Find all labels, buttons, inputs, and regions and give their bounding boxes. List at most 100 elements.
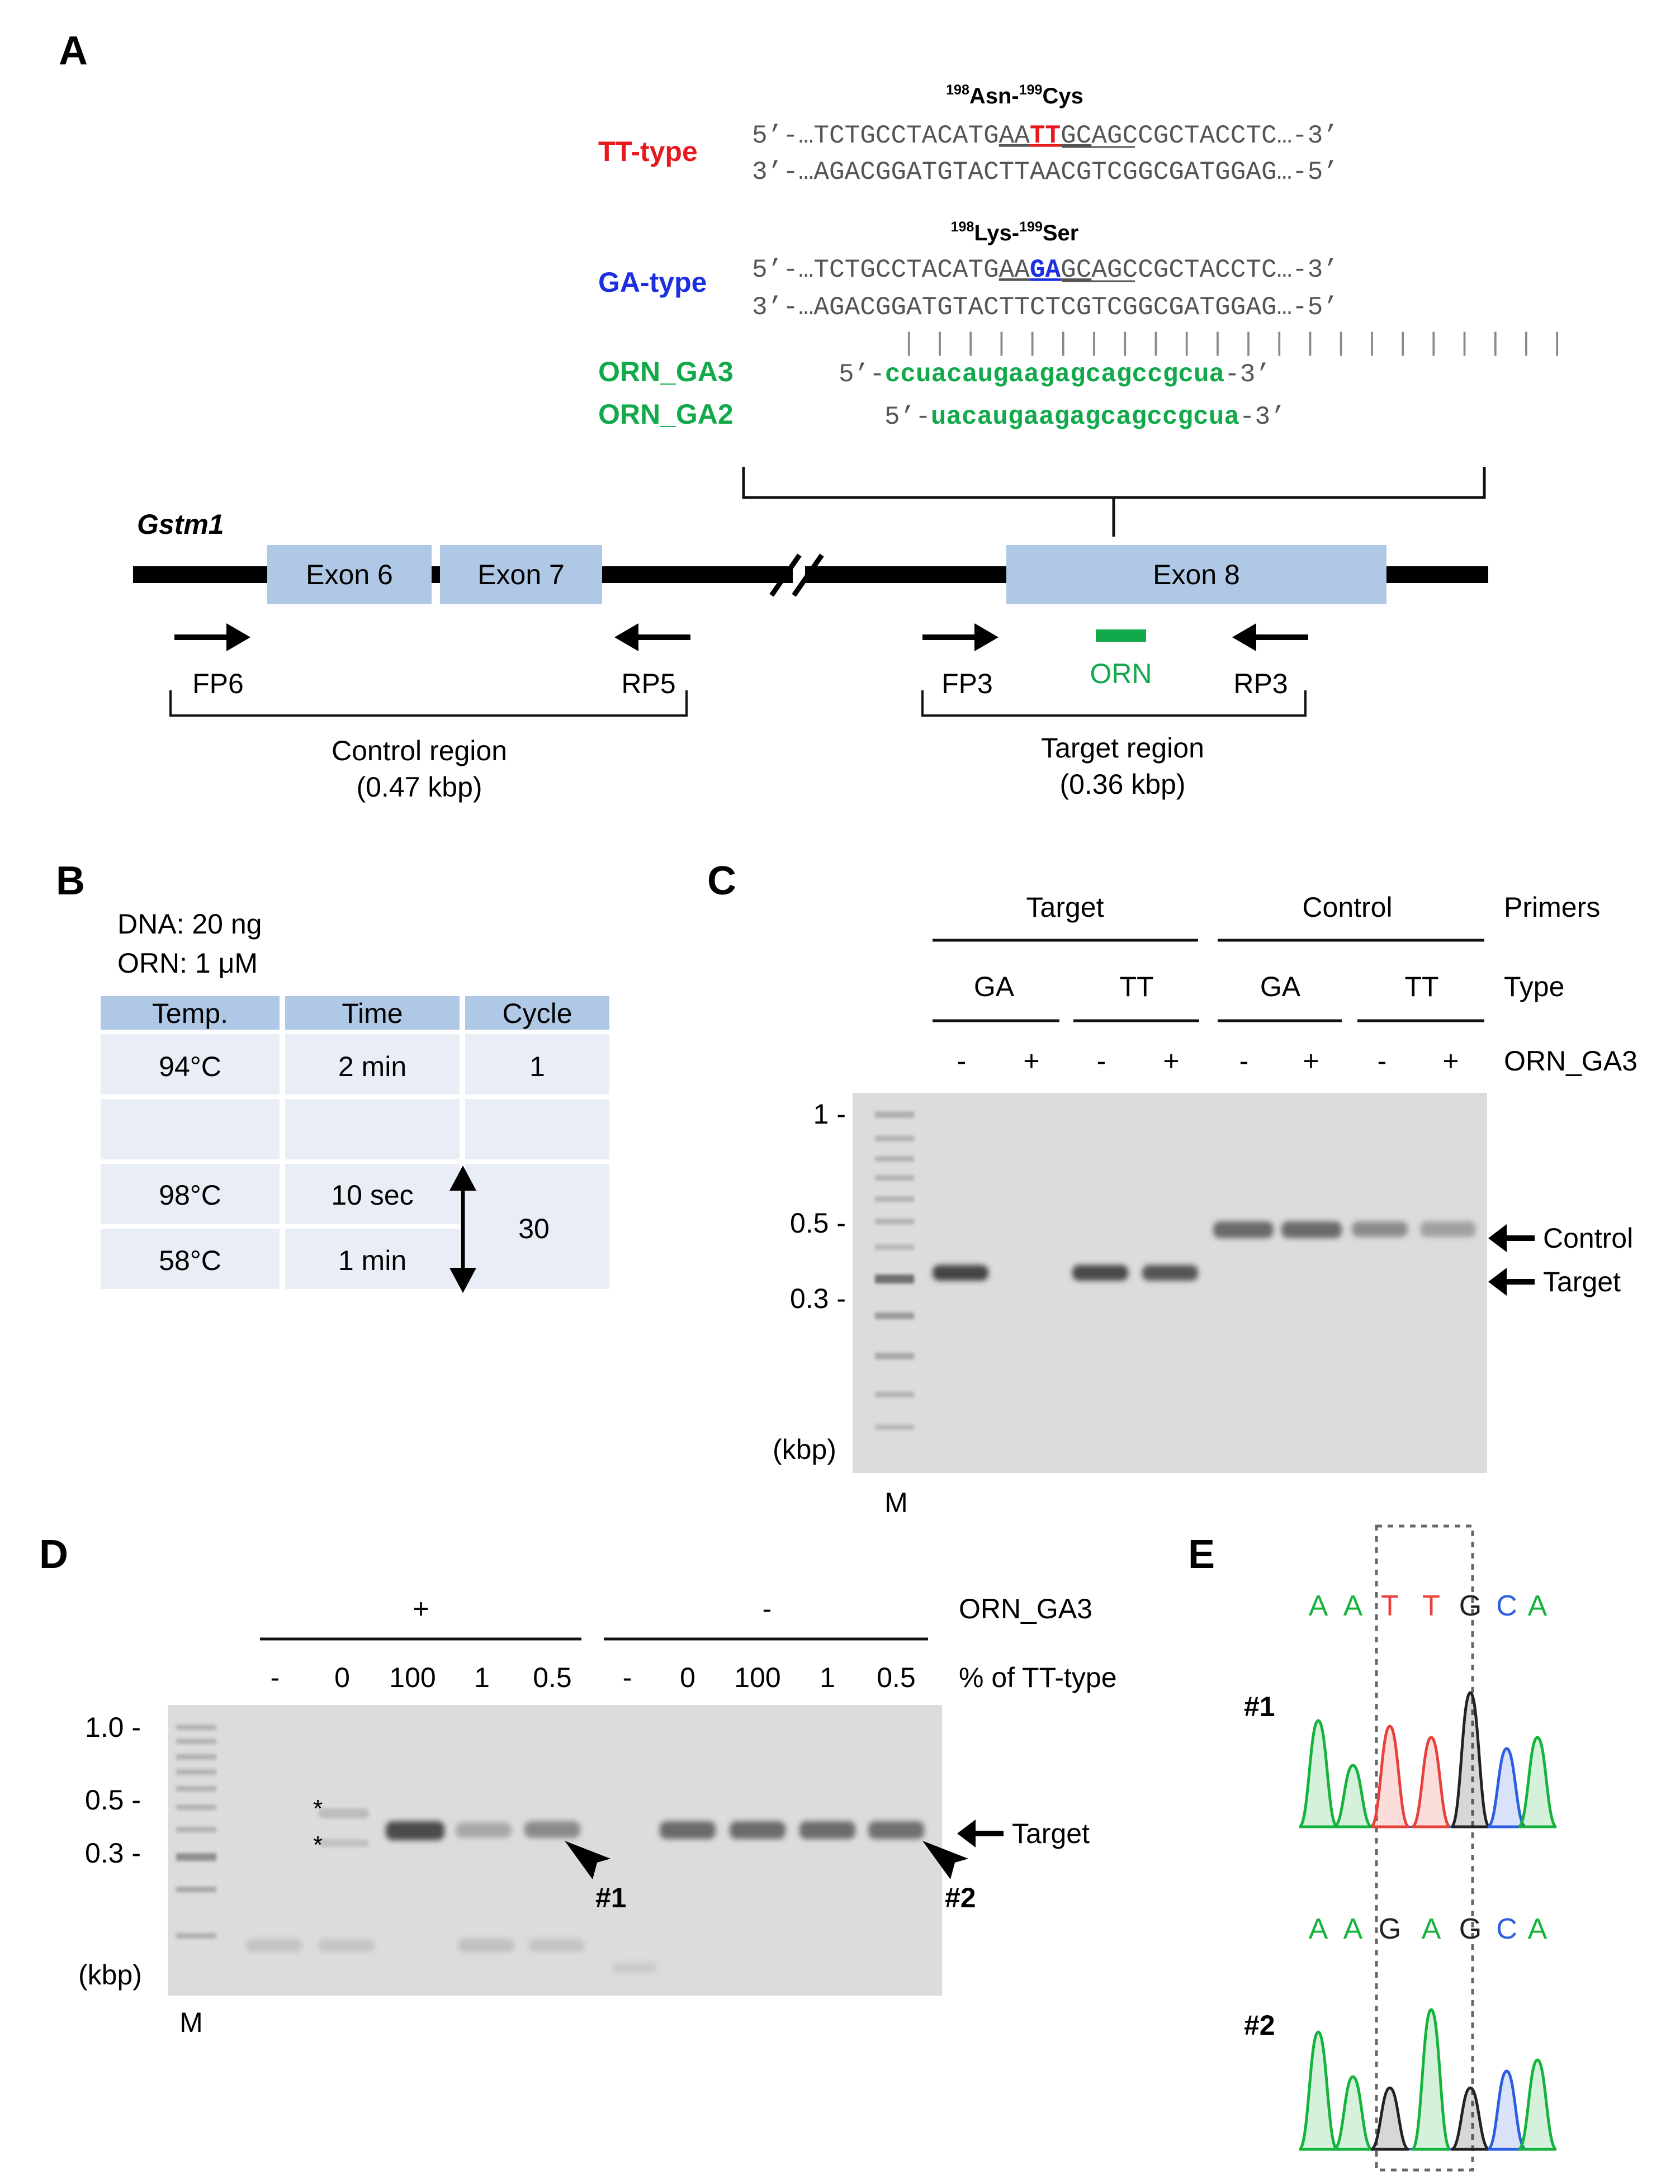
ladder-band (875, 1196, 914, 1202)
chromatogram-peak (1517, 2058, 1558, 2151)
orn-sign: + (1303, 1045, 1319, 1077)
orn-sign: - (1239, 1045, 1249, 1077)
control-band (1213, 1221, 1274, 1238)
axis-break (769, 553, 824, 597)
cycle-count: 30 (518, 1213, 550, 1244)
chromatogram-peak (1450, 2086, 1490, 2151)
target-band (1072, 1265, 1128, 1281)
panel-c-label: C (707, 859, 736, 903)
ga-top-strand: 5’-…TCTGCCTACATGAAGAGCAGCCGCTACCTC…-3’ (752, 255, 1338, 285)
exon-6 (267, 545, 432, 604)
target-arrow-label: Target (1543, 1266, 1621, 1297)
base-letter: G (1459, 1590, 1482, 1622)
row-label-orn: ORN_GA3 (959, 1593, 1092, 1624)
chromatogram-peak (1411, 1736, 1451, 1828)
target-region-bracket (921, 690, 1307, 717)
chromatogram-2 (1298, 2008, 1558, 2151)
ladder-band (875, 1424, 914, 1430)
chromatogram-peak (1370, 1725, 1410, 1828)
table-row: 98°C 10 sec (101, 1164, 460, 1224)
base-letter: G (1379, 1913, 1401, 1945)
chromatogram-peak (1487, 1747, 1527, 1828)
ladder-band (176, 1853, 216, 1861)
percent-label: 100 (734, 1662, 780, 1693)
table-cell (285, 1164, 460, 1224)
chromatogram-peak (1517, 1736, 1558, 1828)
table-cell (101, 1229, 280, 1289)
marker-label: 1.0 - (85, 1712, 141, 1743)
percent-label: 1 (820, 1662, 835, 1693)
type-label: TT (1119, 971, 1153, 1002)
ladder-band (875, 1244, 914, 1250)
chromatogram-peak (1487, 2069, 1527, 2151)
orn-ga3-sequence: 5’-ccuacaugaagagcagccgcua-3’ (839, 360, 1271, 389)
lane-m-label: M (884, 1487, 908, 1518)
orn-sign: - (957, 1045, 967, 1077)
table-cell-text: 1 (529, 1051, 545, 1082)
target-arrow-icon (1488, 1268, 1535, 1296)
orn-group-plus: + (413, 1593, 429, 1624)
table-cell (101, 1034, 280, 1095)
rp3-arrow-icon (1232, 623, 1308, 651)
target-band (933, 1265, 988, 1281)
panel-c: C Target Control Primers GA TT GA TT Typ… (707, 859, 1638, 1518)
ladder-band (875, 1275, 914, 1283)
percent-label: 0 (334, 1662, 350, 1693)
base-letter: C (1496, 1913, 1517, 1945)
target-band (799, 1821, 855, 1839)
table-cell (285, 1034, 460, 1095)
star-marker: * (313, 1831, 323, 1859)
base-pairing-bars: | | | | | | | | | | | | | | | | | | | | … (901, 329, 1565, 358)
panel-d-label: D (39, 1532, 68, 1577)
marker-label: 0.3 - (85, 1837, 141, 1869)
gel-d-bands (246, 1808, 924, 1973)
primer-dimer-band (612, 1962, 657, 1973)
marker-label: 0.3 - (790, 1283, 846, 1314)
base-letter: A (1528, 1590, 1548, 1622)
ladder-band (875, 1175, 914, 1181)
control-band (1420, 1221, 1476, 1237)
orn-sign: + (1163, 1045, 1179, 1077)
control-region-name: Control region (332, 735, 507, 766)
header-cycle: Cycle (502, 998, 572, 1029)
table-cell-text: 98°C (159, 1179, 221, 1211)
sample-1-label: #1 (1244, 1691, 1275, 1722)
base-letter: G (1459, 1913, 1482, 1945)
ladder-band (176, 1786, 216, 1792)
row-label-primers: Primers (1504, 892, 1600, 923)
fp3-arrow-icon (922, 623, 998, 651)
percent-label: - (271, 1662, 280, 1693)
orn-ga2-label: ORN_GA2 (598, 399, 733, 430)
table-cell (285, 1099, 460, 1159)
header-time: Time (342, 998, 403, 1029)
zoom-bracket (742, 467, 1486, 537)
tt-top-strand: 5’-…TCTGCCTACATGAATTGCAGCCGCTACCTC…-3’ (752, 121, 1338, 150)
control-arrow-icon (1488, 1224, 1535, 1252)
control-band (1281, 1221, 1342, 1238)
control-arrow-label: Control (1543, 1223, 1633, 1254)
chromatogram-peak (1370, 2086, 1410, 2151)
primer-dimer-band (458, 1939, 514, 1952)
ga-amino-acid: 198Lys-199Ser (951, 219, 1079, 245)
row-label-orn: ORN_GA3 (1504, 1045, 1638, 1077)
chromatogram-peak (1450, 1691, 1491, 1828)
arrowhead-1-icon (565, 1841, 611, 1879)
orn-ga2-sequence: 5’-uacaugaagagcagccgcua-3’ (884, 402, 1286, 432)
sample-2-label: #2 (1244, 2010, 1275, 2041)
table-cell (465, 1034, 609, 1095)
base-letter: A (1309, 1590, 1328, 1622)
panel-a-label: A (59, 29, 88, 73)
rp5-arrow-icon (614, 623, 690, 651)
ladder-band (176, 1933, 216, 1939)
percent-label: - (623, 1662, 632, 1693)
base-letter: C (1496, 1590, 1517, 1622)
base-letter: T (1422, 1590, 1440, 1622)
target-region-size: (0.36 kbp) (1059, 769, 1185, 800)
ladder-band (875, 1219, 914, 1224)
exon-8 (1006, 545, 1386, 604)
chromatogram-peak (1333, 2075, 1373, 2151)
ladder-band (875, 1156, 914, 1162)
ladder-band (176, 1769, 216, 1775)
ladder-band (875, 1313, 914, 1319)
